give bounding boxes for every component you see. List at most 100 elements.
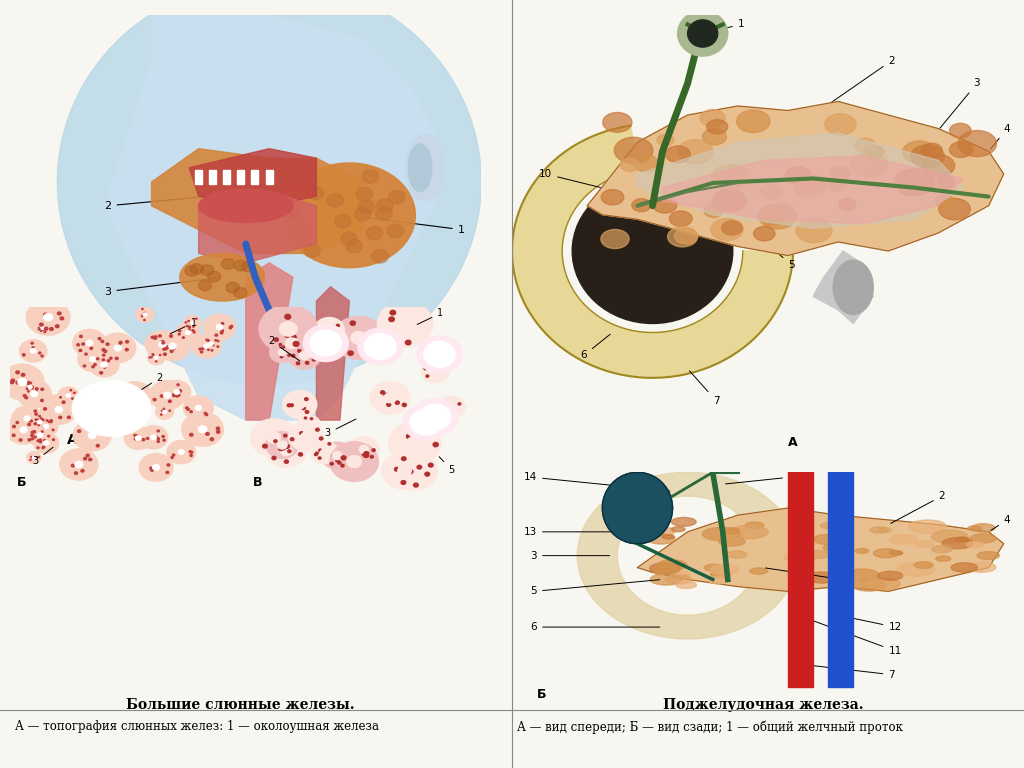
Circle shape [433, 442, 438, 447]
Circle shape [424, 368, 427, 369]
Circle shape [215, 339, 217, 341]
Circle shape [312, 346, 314, 348]
Circle shape [299, 453, 302, 456]
Circle shape [417, 465, 422, 469]
Circle shape [160, 355, 161, 356]
Circle shape [92, 366, 94, 368]
Circle shape [59, 449, 98, 480]
Circle shape [29, 383, 31, 384]
Bar [209, 170, 216, 184]
Circle shape [188, 329, 190, 331]
Circle shape [299, 352, 309, 359]
Circle shape [135, 436, 141, 440]
Circle shape [288, 354, 291, 356]
Ellipse shape [722, 221, 742, 235]
Circle shape [172, 454, 175, 456]
Circle shape [347, 455, 361, 468]
Circle shape [283, 390, 316, 419]
Circle shape [342, 343, 347, 348]
Circle shape [30, 382, 32, 383]
Circle shape [335, 330, 340, 335]
Circle shape [378, 301, 433, 346]
Polygon shape [578, 472, 798, 639]
Ellipse shape [621, 158, 640, 171]
Circle shape [288, 342, 322, 369]
Circle shape [275, 439, 280, 442]
Circle shape [414, 483, 418, 487]
Circle shape [162, 435, 164, 438]
Circle shape [31, 343, 33, 344]
Circle shape [44, 425, 48, 429]
Circle shape [38, 433, 43, 437]
Circle shape [44, 408, 46, 410]
Circle shape [400, 467, 406, 471]
Circle shape [288, 404, 291, 407]
Text: 4: 4 [407, 410, 443, 426]
Circle shape [199, 348, 202, 350]
Ellipse shape [705, 204, 723, 217]
Circle shape [259, 305, 317, 353]
Ellipse shape [657, 134, 674, 146]
Circle shape [306, 339, 333, 361]
Circle shape [279, 349, 286, 356]
Circle shape [220, 332, 223, 334]
Circle shape [89, 458, 92, 461]
Circle shape [688, 20, 718, 47]
Ellipse shape [388, 190, 404, 204]
Ellipse shape [634, 155, 658, 172]
Circle shape [443, 412, 445, 415]
Circle shape [11, 379, 14, 382]
Ellipse shape [783, 554, 802, 561]
Circle shape [145, 331, 179, 358]
Circle shape [50, 421, 52, 422]
Ellipse shape [820, 522, 838, 528]
Circle shape [266, 432, 299, 458]
Circle shape [318, 449, 322, 452]
Circle shape [15, 371, 19, 374]
Circle shape [158, 438, 160, 439]
Ellipse shape [57, 0, 481, 384]
Polygon shape [104, 15, 434, 420]
Circle shape [336, 459, 339, 462]
Circle shape [30, 459, 31, 460]
Ellipse shape [824, 114, 856, 135]
Ellipse shape [855, 548, 868, 554]
Text: Большие слюнные железы.: Большие слюнные железы. [126, 698, 355, 712]
Circle shape [74, 392, 75, 393]
Ellipse shape [726, 551, 748, 558]
Text: 3: 3 [325, 419, 356, 439]
Circle shape [307, 333, 313, 338]
Circle shape [211, 349, 213, 351]
Circle shape [116, 357, 118, 359]
Circle shape [353, 462, 358, 465]
Circle shape [12, 406, 42, 431]
Circle shape [102, 354, 104, 356]
Circle shape [312, 358, 315, 361]
Ellipse shape [867, 578, 900, 590]
Circle shape [183, 396, 213, 420]
Circle shape [285, 334, 290, 337]
Ellipse shape [226, 282, 240, 293]
Circle shape [23, 354, 25, 356]
Ellipse shape [668, 227, 697, 247]
Polygon shape [788, 472, 813, 687]
Circle shape [101, 340, 103, 343]
Circle shape [139, 453, 173, 482]
Circle shape [44, 313, 47, 316]
Ellipse shape [185, 266, 199, 276]
Circle shape [39, 439, 41, 441]
Circle shape [31, 391, 38, 396]
Circle shape [286, 338, 298, 349]
Circle shape [83, 426, 86, 429]
Circle shape [387, 403, 391, 406]
Ellipse shape [717, 531, 742, 541]
Bar [265, 170, 272, 184]
Circle shape [45, 331, 46, 332]
Circle shape [44, 327, 48, 330]
Text: 4: 4 [991, 515, 1011, 531]
Circle shape [288, 450, 291, 452]
Circle shape [407, 436, 423, 449]
Ellipse shape [936, 556, 951, 561]
Circle shape [317, 352, 321, 354]
Polygon shape [246, 263, 293, 420]
